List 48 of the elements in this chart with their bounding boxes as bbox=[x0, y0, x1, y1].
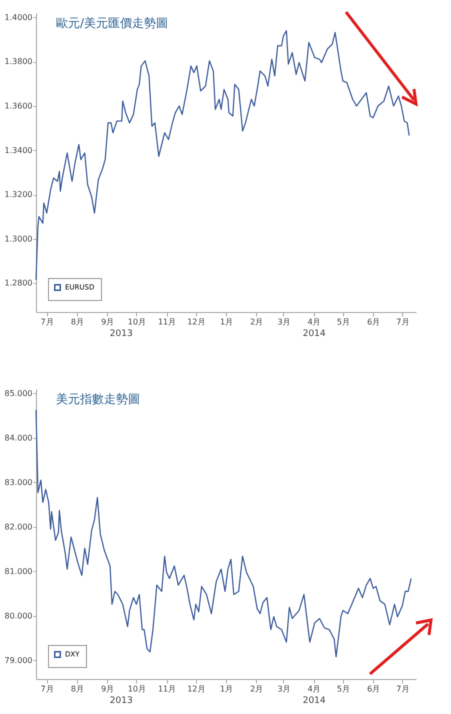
y-tick-label: 83.000 bbox=[4, 478, 32, 487]
y-tick-label: 1.3000 bbox=[4, 234, 32, 244]
x-tick-label: 12月 bbox=[187, 318, 206, 326]
x-tick-label: 9月 bbox=[101, 684, 114, 694]
line-series bbox=[35, 30, 410, 280]
x-tick-label: 3月 bbox=[277, 684, 291, 694]
y-tick-label: 79.000 bbox=[4, 656, 32, 665]
x-tick-label: 1月 bbox=[220, 684, 234, 694]
y-tick-label: 1.3600 bbox=[4, 102, 32, 111]
x-tick-label: 10月 bbox=[128, 684, 146, 694]
x-tick-label: 8月 bbox=[70, 684, 84, 694]
x-tick-label: 5月 bbox=[336, 684, 350, 694]
chart-title: 美元指數走勢圖 bbox=[56, 392, 140, 406]
x-tick-label: 11月 bbox=[158, 684, 176, 694]
x-tick-label: 11月 bbox=[158, 318, 176, 326]
x-tick-label: 7月 bbox=[40, 318, 54, 326]
x-tick-label: 2月 bbox=[250, 684, 264, 694]
y-tick-label: 84.000 bbox=[4, 433, 32, 442]
x-tick-label: 8月 bbox=[70, 318, 84, 326]
y-tick-label: 80.000 bbox=[4, 611, 32, 620]
x-tick-label: 10月 bbox=[128, 318, 146, 326]
text: 2014 bbox=[302, 696, 326, 706]
y-tick-label: 1.3800 bbox=[4, 57, 32, 66]
y-tick-label: 81.000 bbox=[4, 566, 32, 576]
text: 2013 bbox=[110, 696, 133, 706]
y-tick-label: 1.3200 bbox=[4, 190, 32, 200]
x-tick-label: 2月 bbox=[250, 318, 264, 326]
x-tick-label: 6月 bbox=[367, 318, 380, 326]
x-tick-label: 7月 bbox=[396, 318, 410, 326]
y-tick-label: 85.000 bbox=[4, 388, 32, 398]
y-tick-label: 1.3400 bbox=[4, 146, 32, 155]
x-tick-label: 4月 bbox=[308, 684, 321, 694]
x-tick-label: 1月 bbox=[220, 318, 234, 326]
x-tick-label: 6月 bbox=[367, 684, 380, 694]
chart-title: 歐元/美元匯價走勢圖 bbox=[56, 16, 168, 30]
y-tick-label: 1.4000 bbox=[4, 12, 32, 22]
x-tick-label: 9月 bbox=[101, 318, 114, 326]
x-tick-label: 12月 bbox=[187, 684, 206, 694]
x-tick-label: 3月 bbox=[277, 318, 291, 326]
y-tick-label: 82.000 bbox=[4, 522, 32, 532]
text: 2013 bbox=[110, 329, 133, 339]
line-series bbox=[35, 409, 412, 658]
x-tick-label: 5月 bbox=[336, 318, 350, 326]
text: 2014 bbox=[302, 329, 326, 339]
x-tick-label: 7月 bbox=[40, 684, 54, 694]
x-tick-label: 7月 bbox=[396, 684, 410, 694]
x-tick-label: 4月 bbox=[308, 318, 321, 326]
y-tick-label: 1.2800 bbox=[4, 278, 32, 288]
